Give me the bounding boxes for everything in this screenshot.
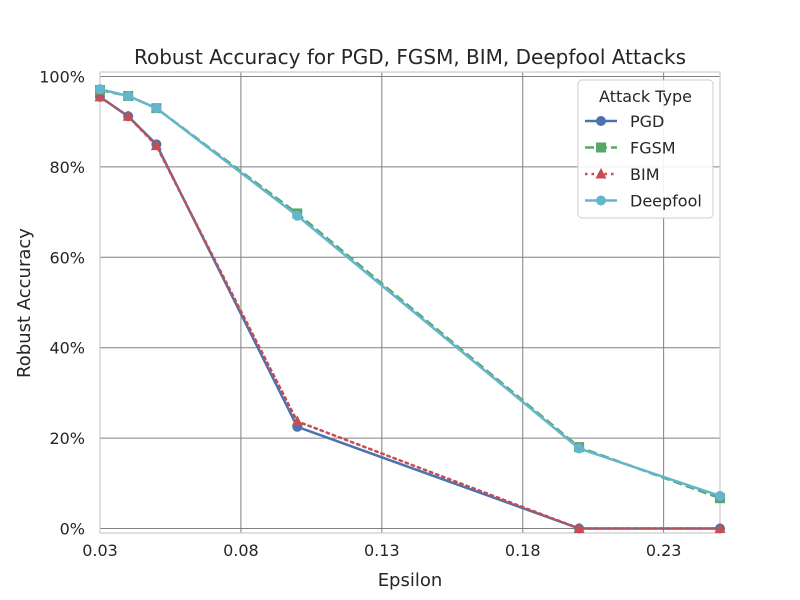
y-tick-label: 40% [49,339,85,358]
y-tick-label: 80% [49,158,85,177]
y-tick-label: 0% [60,519,85,538]
data-point-deepfool [123,90,134,101]
y-tick-label: 60% [49,248,85,267]
data-point-bim [94,90,106,102]
data-point-deepfool [95,84,105,95]
x-axis-label: Epsilon [378,570,443,591]
legend-label-fgsm: FGSM [630,139,676,158]
legend-title: Attack Type [599,87,692,106]
legend-label-deepfool: Deepfool [630,192,702,211]
data-point-deepfool [715,490,725,501]
legend-marker-deepfool [596,195,606,206]
legend: Attack Type PGD FGSM BIM Deepfool [577,79,714,219]
series-deepfool [95,84,725,501]
legend-label-bim: BIM [630,165,660,184]
data-point-deepfool [151,103,162,114]
data-point-bim [573,522,585,533]
data-point-bim [150,139,162,151]
y-tick-label: 20% [49,429,85,448]
tick-labels: 0.03 0.08 0.13 0.18 0.23 0% 20% 40% 60% 80% 100% [39,68,681,560]
x-tick-label: 0.13 [364,541,400,560]
data-point-bim [291,415,303,426]
data-point-bim [714,522,726,533]
data-point-deepfool [292,210,303,221]
x-tick-label: 0.08 [223,541,259,560]
y-tick-label: 100% [39,68,85,87]
x-tick-label: 0.18 [505,541,541,560]
legend-marker-pgd [596,116,606,126]
x-tick-label: 0.03 [82,541,118,560]
legend-marker-bim [595,168,607,179]
legend-box [577,79,714,219]
legend-marker-fgsm [596,142,606,153]
x-tick-label: 0.23 [646,541,682,560]
series-bim [94,90,726,533]
legend-label-pgd: PGD [630,112,664,131]
plot-frame [99,71,721,534]
series-line-bim [98,95,722,530]
data-point-deepfool [574,443,585,454]
series-group [94,84,726,534]
y-axis-label: Robust Accuracy [14,228,35,378]
data-point-bim [122,110,134,121]
chart-title: Robust Accuracy for PGD, FGSM, BIM, Deep… [134,45,686,69]
